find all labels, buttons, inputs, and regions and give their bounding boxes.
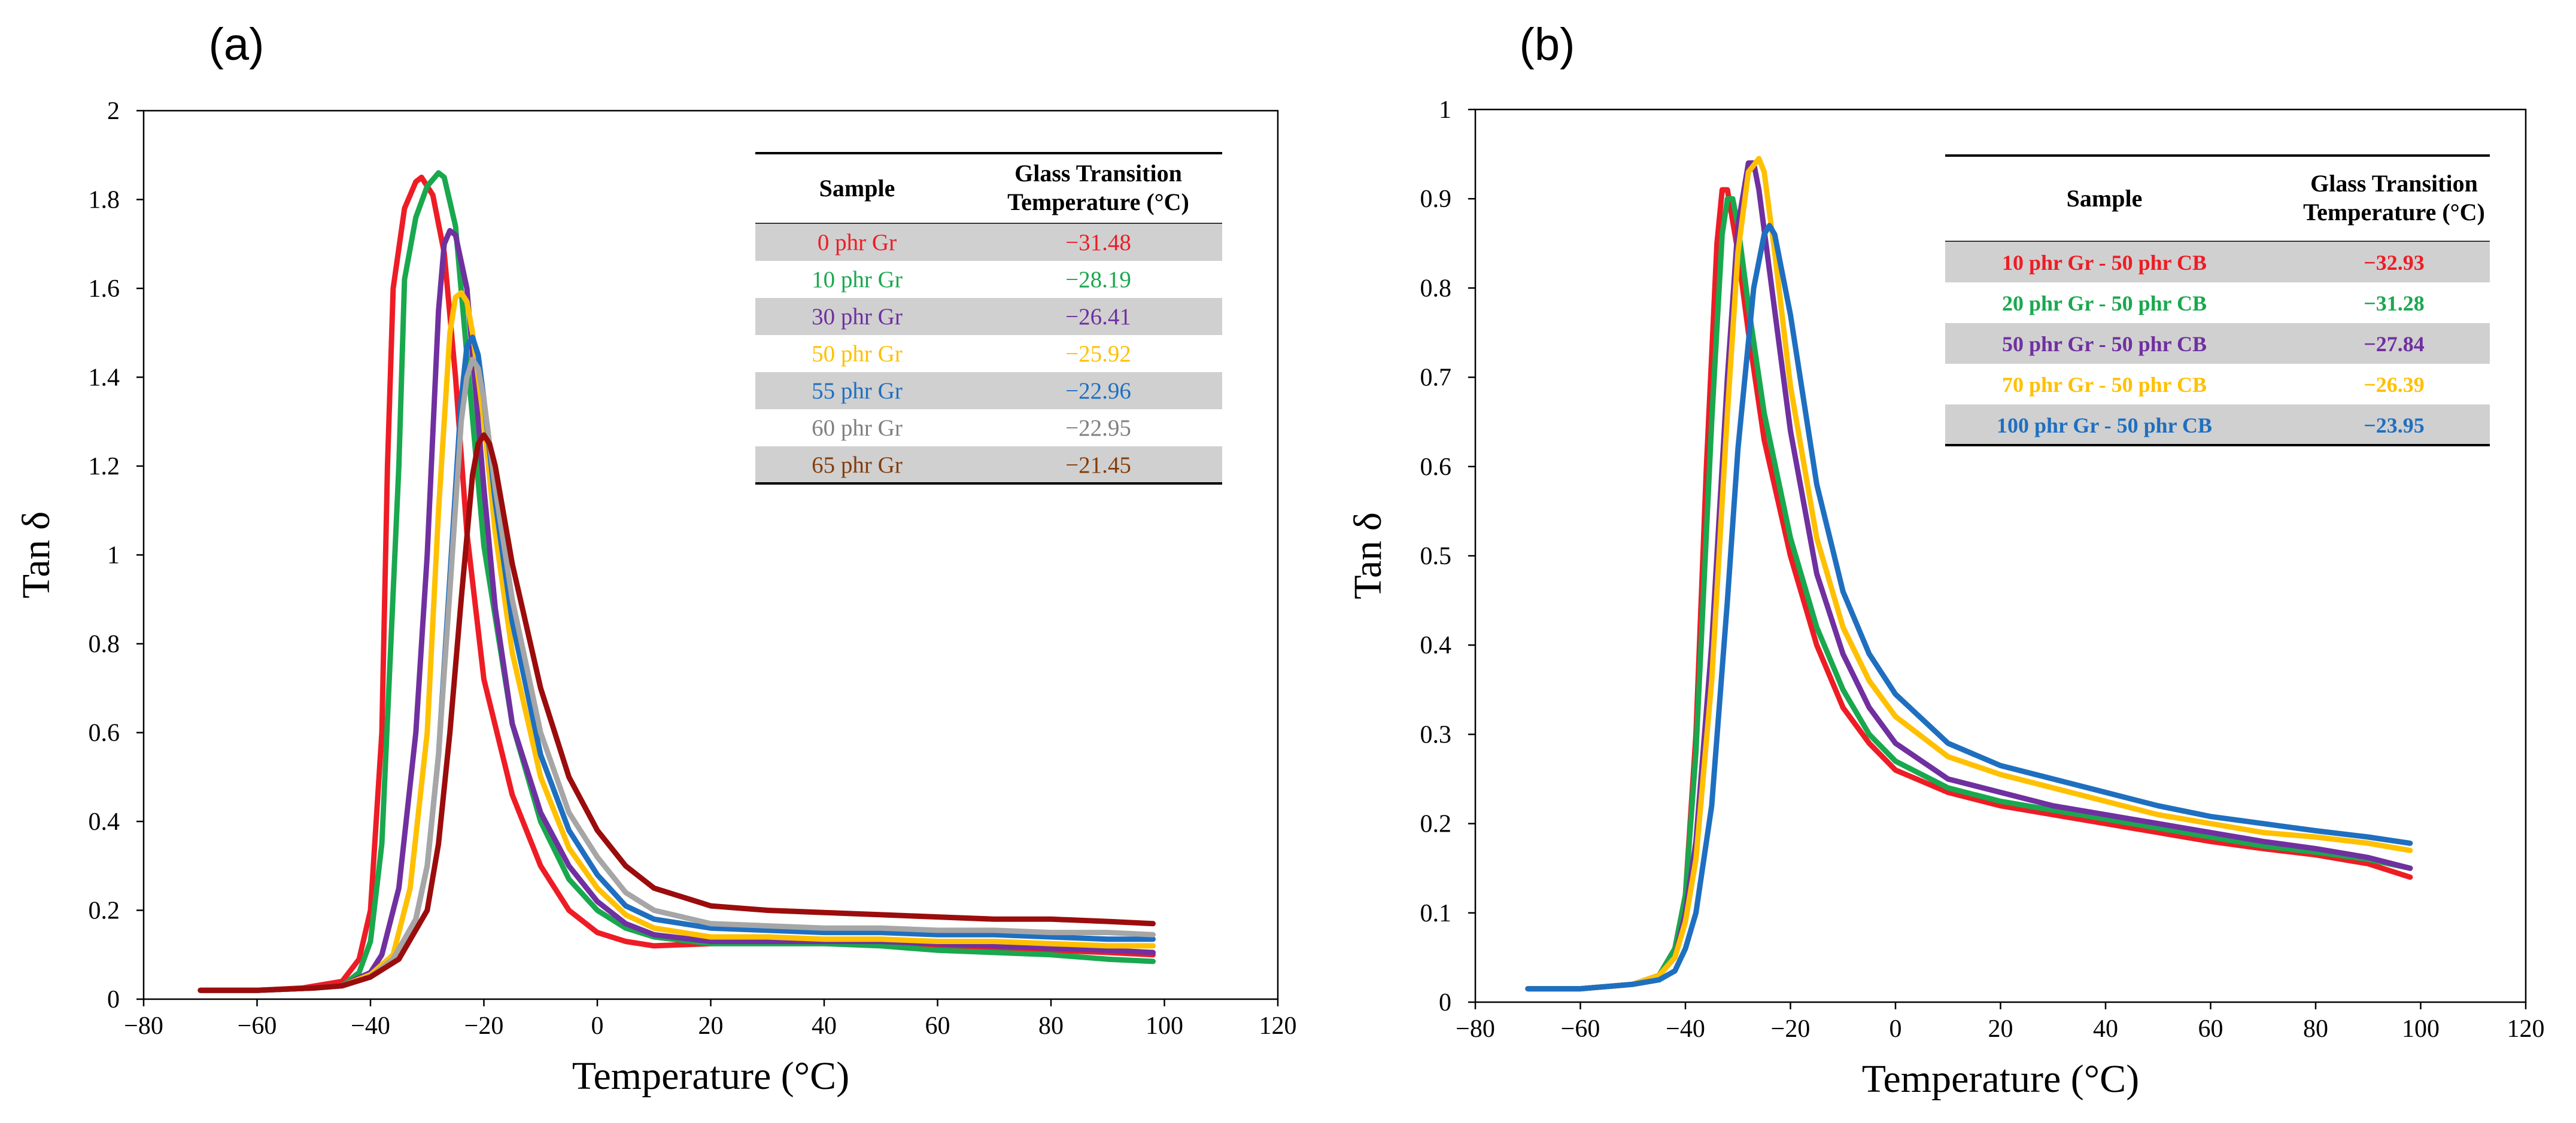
b-x-tick-label: 100 — [2402, 1015, 2440, 1043]
b-x-tick-label: 80 — [2303, 1015, 2328, 1043]
a-table-sample-cell: 0 phr Gr — [818, 230, 897, 255]
a-y-tick-label: 2 — [107, 98, 120, 125]
a-table-tg-cell: −26.41 — [1065, 304, 1131, 330]
b-y-tick-label: 0.7 — [1420, 364, 1452, 392]
b-table-tg-cell: −27.84 — [2364, 332, 2425, 356]
a-table-header-tg-line2: Temperature (°C) — [1007, 188, 1189, 215]
b-table-header-tg-line2: Temperature (°C) — [2303, 199, 2485, 226]
a-table-header-sample: Sample — [819, 175, 895, 202]
a-table-sample-cell: 30 phr Gr — [812, 304, 903, 330]
a-y-tick-label: 0.6 — [89, 720, 120, 747]
a-x-tick-label: −20 — [464, 1012, 504, 1040]
a-y-tick-label: 0.4 — [89, 808, 120, 836]
a-y-tick-label: 1 — [107, 542, 120, 570]
a-table-tg-cell: −21.45 — [1065, 452, 1131, 478]
b-table-row-shade — [1945, 323, 2490, 364]
b-table-row-shade — [1945, 404, 2490, 445]
b-y-tick-label: 0 — [1439, 989, 1451, 1017]
a-series-line-6 — [198, 357, 1156, 993]
b-series-line-5 — [1525, 223, 2413, 992]
a-table-row-shade — [755, 446, 1222, 483]
a-y-tick-label: 0 — [107, 986, 120, 1014]
a-y-tick-label: 0.8 — [89, 631, 120, 658]
a-table-row-shade — [755, 224, 1222, 261]
a-y-tick-label: 1.8 — [89, 187, 120, 214]
b-y-tick-label: 0.4 — [1420, 632, 1452, 659]
a-table-tg-cell: −22.96 — [1065, 378, 1131, 404]
a-x-tick-label: −80 — [124, 1012, 163, 1040]
a-table-header-tg-line1: Glass Transition — [1014, 160, 1182, 187]
a-x-tick-label: −40 — [351, 1012, 390, 1040]
a-table-tg-cell: −28.19 — [1065, 267, 1131, 293]
a-table-sample-cell: 50 phr Gr — [812, 341, 903, 367]
b-x-tick-label: −80 — [1456, 1015, 1495, 1043]
b-table-sample-cell: 20 phr Gr - 50 phr CB — [2002, 291, 2207, 315]
b-table-sample-cell: 10 phr Gr - 50 phr CB — [2002, 251, 2207, 275]
a-y-axis-title: Tan δ — [14, 512, 58, 599]
b-x-tick-label: 120 — [2507, 1015, 2545, 1043]
b-y-tick-label: 0.9 — [1420, 185, 1452, 213]
a-panel-label: (a) — [209, 19, 265, 70]
b-x-tick-label: 40 — [2093, 1015, 2118, 1043]
b-y-tick-label: 0.8 — [1420, 275, 1452, 302]
a-x-tick-label: 80 — [1038, 1012, 1064, 1040]
a-y-tick-label: 0.2 — [89, 897, 120, 925]
b-table-tg-cell: −23.95 — [2364, 413, 2425, 437]
a-x-tick-label: 60 — [925, 1012, 950, 1040]
b-table-tg-cell: −32.93 — [2364, 251, 2425, 275]
b-table-sample-cell: 100 phr Gr - 50 phr CB — [1997, 413, 2212, 437]
b-table-sample-cell: 70 phr Gr - 50 phr CB — [2002, 373, 2207, 397]
a-table-row-shade — [755, 298, 1222, 335]
b-x-tick-label: 60 — [2198, 1015, 2223, 1043]
a-table-sample-cell: 55 phr Gr — [812, 378, 903, 404]
a-series-line-2 — [198, 170, 1156, 993]
b-x-tick-label: 0 — [1890, 1015, 1902, 1043]
a-table-tg-cell: −22.95 — [1065, 415, 1131, 441]
a-x-tick-label: 0 — [591, 1012, 604, 1040]
a-x-tick-label: 100 — [1146, 1012, 1183, 1040]
a-table-sample-cell: 60 phr Gr — [812, 415, 903, 441]
b-panel-label: (b) — [1520, 19, 1575, 70]
a-x-tick-label: 40 — [812, 1012, 837, 1040]
b-x-tick-label: 20 — [1988, 1015, 2013, 1043]
b-y-tick-label: 0.1 — [1420, 900, 1452, 927]
b-x-tick-label: −40 — [1666, 1015, 1705, 1043]
a-x-tick-label: 120 — [1259, 1012, 1297, 1040]
a-table-tg-cell: −25.92 — [1065, 341, 1131, 367]
a-table-row-shade — [755, 372, 1222, 409]
a-table-sample-cell: 65 phr Gr — [812, 452, 903, 478]
b-table-header-tg-line1: Glass Transition — [2310, 170, 2478, 197]
b-table-row-shade — [1945, 242, 2490, 282]
a-y-tick-label: 1.6 — [89, 275, 120, 303]
a-x-axis-title: Temperature (°C) — [572, 1054, 849, 1098]
b-series-line-4 — [1525, 156, 2413, 992]
b-table-sample-cell: 50 phr Gr - 50 phr CB — [2002, 332, 2207, 356]
b-table-tg-cell: −26.39 — [2364, 373, 2425, 397]
b-series-line-2 — [1525, 196, 2413, 992]
a-series-line-7 — [198, 432, 1156, 993]
b-y-axis-title: Tan δ — [1346, 512, 1390, 599]
a-y-tick-label: 1.2 — [89, 453, 120, 480]
panel-a-chart: (a) −80 −60 −40 −20 0 20 40 60 80 100 120 0 0.2 0.4 0.6… — [14, 19, 1297, 1098]
a-y-tick-label: 1.4 — [89, 364, 120, 392]
b-table-background — [1945, 156, 2490, 445]
b-y-tick-label: 1 — [1439, 96, 1451, 124]
b-y-tick-label: 0.5 — [1420, 543, 1452, 570]
b-y-tick-label: 0.6 — [1420, 454, 1452, 481]
b-x-tick-label: −60 — [1561, 1015, 1600, 1043]
b-y-tick-label: 0.2 — [1420, 811, 1452, 838]
a-x-tick-label: −60 — [238, 1012, 277, 1040]
a-table-tg-cell: −31.48 — [1065, 230, 1131, 255]
b-table-tg-cell: −31.28 — [2364, 291, 2425, 315]
b-y-tick-label: 0.3 — [1420, 721, 1452, 748]
a-table-sample-cell: 10 phr Gr — [812, 267, 903, 293]
a-x-tick-label: 20 — [698, 1012, 724, 1040]
b-x-axis-title: Temperature (°C) — [1862, 1057, 2139, 1101]
panel-b-chart: (b) −80 −60 −40 −20 0 20 40 60 80 100 120 0 0.1 0.2 0.3… — [1346, 19, 2545, 1101]
b-table-header-sample: Sample — [2067, 185, 2143, 212]
b-x-tick-label: −20 — [1771, 1015, 1811, 1043]
